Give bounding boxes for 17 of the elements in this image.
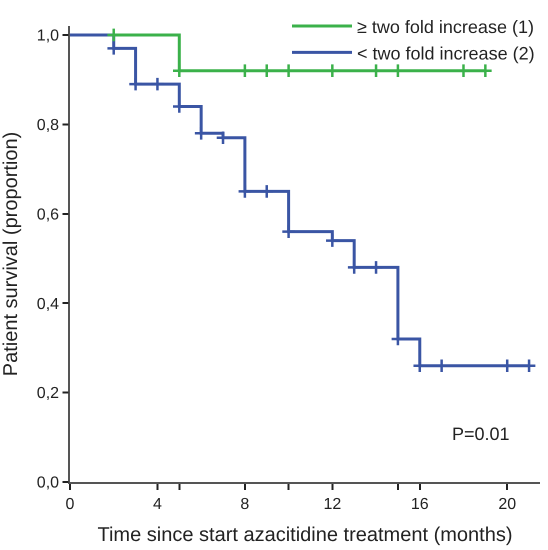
x-tick-label: 4	[152, 496, 162, 513]
y-tick-label: 0,4	[36, 296, 60, 313]
x-tick-label: 0	[66, 496, 75, 513]
y-tick-label: 0,0	[36, 474, 60, 492]
annotation: P=0.01	[452, 424, 510, 444]
x-tick-label: 16	[410, 496, 429, 513]
y-tick-label: 1,0	[36, 28, 60, 45]
x-axis-title: Time since start azacitidine treatment (months)	[98, 524, 512, 546]
y-axis-title: Patient survival (proportion)	[0, 132, 22, 376]
legend-label: ≥ two fold increase (1)	[357, 16, 534, 37]
y-tick-label: 0,2	[36, 385, 60, 402]
x-tick-label: 20	[498, 496, 516, 513]
y-tick-label: 0,8	[36, 116, 60, 134]
x-tick-label: 12	[323, 496, 342, 513]
legend-label: < two fold increase (2)	[357, 43, 535, 64]
y-tick-label: 0,6	[36, 206, 60, 224]
x-tick-label: 8	[240, 496, 250, 513]
